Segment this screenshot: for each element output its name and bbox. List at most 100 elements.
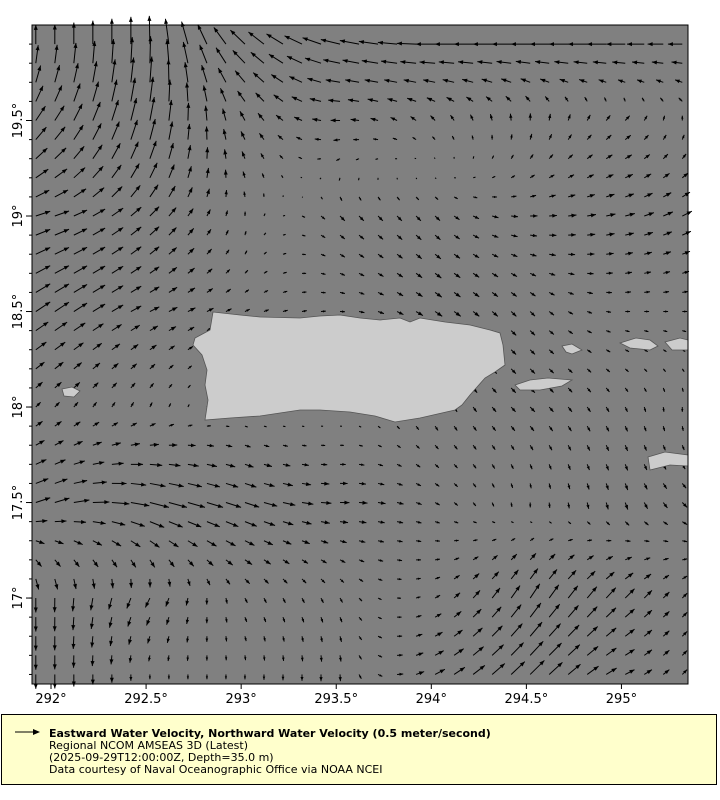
velocity-arrow bbox=[342, 59, 360, 64]
velocity-arrow bbox=[225, 269, 231, 274]
velocity-arrow bbox=[434, 631, 443, 637]
velocity-arrow bbox=[567, 554, 575, 561]
velocity-arrow bbox=[415, 177, 418, 180]
velocity-arrow bbox=[606, 271, 613, 275]
velocity-arrow bbox=[377, 40, 398, 45]
velocity-arrow bbox=[73, 578, 77, 590]
velocity-arrow bbox=[187, 145, 192, 159]
velocity-arrow bbox=[338, 655, 342, 662]
velocity-arrow bbox=[187, 365, 193, 370]
velocity-arrow bbox=[586, 502, 590, 509]
velocity-arrow bbox=[206, 443, 214, 448]
velocity-arrow bbox=[663, 574, 670, 580]
velocity-arrow bbox=[149, 246, 160, 255]
velocity-arrow bbox=[451, 135, 455, 140]
velocity-arrow bbox=[205, 655, 209, 661]
velocity-arrow bbox=[568, 291, 574, 295]
lat-tick-label: 18° bbox=[11, 396, 26, 419]
velocity-arrow bbox=[304, 57, 322, 64]
velocity-arrow bbox=[230, 29, 246, 45]
culebra bbox=[561, 343, 583, 355]
velocity-arrow bbox=[73, 209, 88, 217]
velocity-arrow bbox=[539, 78, 550, 83]
lon-tick-label: 294° bbox=[416, 692, 447, 707]
velocity-arrow bbox=[263, 270, 268, 274]
velocity-arrow bbox=[605, 587, 617, 599]
velocity-arrow bbox=[92, 284, 106, 293]
velocity-arrow bbox=[472, 483, 477, 488]
velocity-arrow bbox=[187, 559, 195, 567]
velocity-arrow bbox=[549, 42, 569, 47]
velocity-arrow bbox=[54, 440, 64, 446]
velocity-arrow bbox=[35, 126, 47, 140]
velocity-arrow bbox=[35, 497, 51, 504]
velocity-arrow bbox=[168, 364, 174, 370]
velocity-arrow bbox=[434, 253, 442, 260]
velocity-arrow bbox=[415, 311, 424, 316]
velocity-arrow bbox=[282, 309, 288, 313]
velocity-arrow bbox=[438, 60, 455, 65]
velocity-arrow bbox=[491, 387, 497, 394]
velocity-arrow bbox=[263, 482, 275, 487]
velocity-arrow bbox=[240, 131, 246, 140]
velocity-arrow bbox=[263, 636, 266, 642]
velocity-arrow bbox=[111, 59, 117, 83]
velocity-arrow bbox=[320, 578, 326, 584]
velocity-arrow bbox=[380, 59, 398, 64]
velocity-arrow bbox=[130, 382, 136, 389]
velocity-arrow bbox=[377, 291, 384, 296]
velocity-arrow bbox=[73, 188, 87, 198]
velocity-arrow bbox=[548, 349, 555, 355]
velocity-arrow bbox=[606, 213, 616, 218]
velocity-arrow bbox=[623, 97, 626, 102]
velocity-arrow bbox=[282, 195, 284, 198]
velocity-arrow bbox=[377, 654, 383, 658]
velocity-arrow bbox=[92, 208, 106, 217]
velocity-arrow bbox=[263, 463, 273, 468]
velocity-arrow bbox=[339, 425, 343, 427]
velocity-arrow bbox=[568, 272, 575, 276]
velocity-arrow bbox=[377, 272, 384, 277]
velocity-arrow bbox=[130, 206, 142, 217]
velocity-arrow bbox=[548, 502, 551, 508]
velocity-arrow bbox=[453, 196, 458, 200]
velocity-arrow bbox=[491, 464, 496, 469]
velocity-arrow bbox=[384, 78, 398, 83]
velocity-arrow bbox=[73, 167, 86, 179]
velocity-arrow bbox=[396, 444, 401, 449]
plot-frame bbox=[31, 24, 689, 685]
velocity-arrow bbox=[206, 268, 213, 274]
velocity-arrow bbox=[416, 577, 421, 580]
velocity-arrow bbox=[567, 330, 574, 335]
velocity-arrow bbox=[168, 227, 177, 236]
velocity-arrow bbox=[244, 616, 248, 623]
velocity-arrow bbox=[651, 60, 664, 65]
velocity-arrow bbox=[472, 156, 475, 159]
velocity-arrow bbox=[473, 539, 478, 542]
velocity-arrow bbox=[510, 464, 514, 470]
velocity-arrow bbox=[377, 539, 385, 543]
velocity-arrow bbox=[232, 50, 246, 64]
reference-arrow-icon bbox=[15, 729, 40, 735]
velocity-arrow bbox=[375, 158, 379, 160]
velocity-arrow bbox=[129, 674, 133, 681]
velocity-arrow bbox=[73, 284, 88, 293]
velocity-arrow bbox=[73, 421, 81, 427]
velocity-arrow bbox=[282, 578, 288, 584]
velocity-arrow bbox=[446, 96, 455, 102]
velocity-arrow bbox=[406, 97, 417, 102]
velocity-arrow bbox=[567, 134, 572, 140]
velocity-arrow bbox=[320, 234, 326, 239]
velocity-arrow bbox=[529, 464, 533, 470]
velocity-arrow bbox=[453, 156, 455, 159]
latitude-axis: 19.5° 19° 18.5° 18° 17.5° 17° bbox=[11, 43, 32, 675]
velocity-arrow bbox=[529, 521, 533, 524]
velocity-arrow bbox=[681, 592, 688, 599]
velocity-arrow bbox=[130, 285, 142, 293]
velocity-arrow bbox=[338, 177, 341, 181]
velocity-arrow bbox=[92, 123, 102, 140]
velocity-arrow bbox=[52, 24, 57, 45]
velocity-arrow bbox=[510, 623, 523, 637]
velocity-arrow bbox=[578, 79, 588, 84]
legend-dataset: Regional NCOM AMSEAS 3D (Latest) bbox=[49, 739, 248, 752]
